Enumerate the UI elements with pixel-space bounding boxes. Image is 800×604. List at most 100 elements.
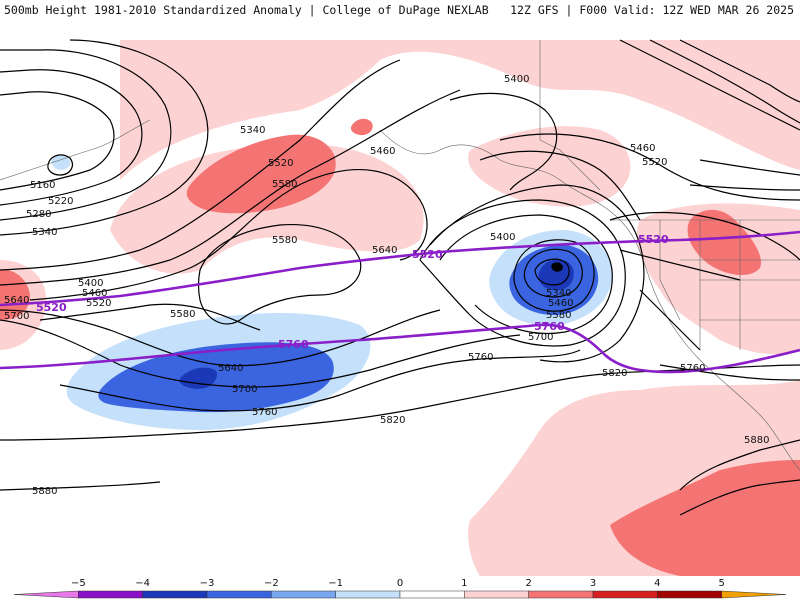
colorbar-segment — [271, 590, 336, 599]
contour-label: 5400 — [504, 74, 529, 85]
colorbar-tick-label: 1 — [461, 578, 467, 589]
colorbar-ticks: −5 −4 −3 −2 −1 0 1 2 3 4 5 — [71, 578, 725, 589]
purple-contour-label: 5520 — [638, 233, 669, 246]
contour-label: 5160 — [30, 180, 55, 191]
contour-label: 5220 — [48, 196, 73, 207]
colorbar-tick-label: −2 — [264, 578, 279, 589]
contour-ne-5 — [689, 184, 800, 191]
anomaly-pos2-aleutian — [186, 134, 336, 214]
contour-ne-4 — [699, 159, 800, 176]
contour-low-5460 — [419, 199, 626, 347]
contour-label: 5760 — [680, 363, 705, 374]
contour-label: 5700 — [528, 332, 553, 343]
colorbar-segment — [78, 590, 143, 599]
contour-5640-east — [619, 249, 741, 281]
contour-label: 5580 — [170, 309, 195, 320]
colorbar-segment — [335, 590, 401, 599]
anomaly-pos2-nevada — [687, 209, 761, 276]
contour-low-ring3 — [513, 239, 595, 312]
anomaly-map: 5400 5340 5460 5520 5580 5160 5220 5280 … — [0, 39, 800, 576]
contour-east-5460 — [479, 150, 641, 221]
header-title: 500mb Height 1981-2010 Standardized Anom… — [4, 3, 489, 17]
contour-5880-west — [0, 481, 161, 491]
contour-label: 5520 — [86, 298, 111, 309]
contour-label: 5640 — [218, 363, 243, 374]
colorbar-tick-label: 3 — [590, 578, 596, 589]
purple-contour-label: 5520 — [36, 301, 67, 314]
header-model-run: 12Z GFS | F000 Valid: 12Z WED MAR 26 202… — [510, 3, 794, 17]
contour-label: 5460 — [82, 288, 107, 299]
contour-label: 5340 — [32, 227, 57, 238]
colorbar-segment — [528, 590, 594, 599]
colorbar-tick-label: 5 — [718, 578, 724, 589]
contour-label: 5880 — [744, 435, 769, 446]
colorbar-segment — [399, 590, 465, 599]
colorbar-segments — [13, 590, 787, 599]
contour-label: 5460 — [370, 146, 395, 157]
purple-contour-label: 5760 — [278, 338, 309, 351]
contour-label: 5340 — [240, 125, 265, 136]
low-center-marker — [551, 262, 563, 272]
contour-label: 5760 — [468, 352, 493, 363]
contour-low-ring1 — [534, 258, 570, 286]
contour-5340-west — [0, 39, 209, 236]
contour-low-5400 — [439, 214, 613, 335]
purple-contour-label: 5760 — [534, 320, 565, 333]
contour-label: 5580 — [272, 235, 297, 246]
contour-5820-mid — [0, 364, 800, 441]
contour-5880-mexico-low — [679, 479, 800, 516]
contour-5760-west — [59, 349, 581, 412]
colorbar-tick-label: −1 — [328, 578, 343, 589]
colorbar-segment — [592, 590, 658, 599]
contour-label: 5640 — [372, 245, 397, 256]
contour-5640 — [0, 309, 441, 367]
anomaly-pos1-alaska — [120, 40, 800, 180]
contour-5460-west — [0, 89, 461, 286]
colorbar-tick-label: −3 — [200, 578, 215, 589]
contour-5700-east — [639, 289, 701, 351]
contour-label: 5400 — [490, 232, 515, 243]
colorbar-tick-label: −4 — [135, 578, 150, 589]
colorbar-segment — [206, 590, 272, 599]
contour-label: 5820 — [602, 368, 627, 379]
colorbar: −5 −4 −3 −2 −1 0 1 2 3 4 5 — [0, 576, 800, 600]
colorbar-tick-label: 0 — [397, 578, 403, 589]
colorbar-tick-label: 2 — [525, 578, 531, 589]
contour-label: 5460 — [630, 143, 655, 154]
colorbar-segment — [721, 590, 787, 599]
contour-label: 5580 — [272, 179, 297, 190]
contour-ne-3 — [679, 39, 800, 103]
contour-5580-east — [609, 211, 800, 261]
contour-5160 — [0, 91, 115, 191]
contour-label: 5460 — [548, 298, 573, 309]
colorbar-tick-label: −5 — [71, 578, 86, 589]
colorbar-segment — [13, 590, 79, 599]
colorbar-tick-label: 4 — [654, 578, 660, 589]
contour-5400-west — [0, 59, 401, 271]
contour-5760-purple — [0, 323, 800, 374]
contour-label: 5700 — [4, 311, 29, 322]
contour-label: 5280 — [26, 209, 51, 220]
contour-label: 5820 — [380, 415, 405, 426]
contour-label: 5760 — [252, 407, 277, 418]
highlight-contour-labels: 5520 5520 5520 5760 5760 — [36, 233, 669, 351]
contour-5220 — [0, 69, 143, 206]
contour-5700 — [0, 319, 521, 388]
anomaly-pos1-gulf — [468, 126, 631, 207]
contour-5580-west — [39, 303, 261, 331]
positive-anomaly-fills — [0, 40, 800, 576]
anomaly-neg3-low — [538, 259, 574, 291]
colorbar-segment — [142, 590, 208, 599]
contour-ne-1 — [619, 39, 800, 131]
height-contours — [0, 39, 800, 516]
alaska-coast — [379, 129, 800, 471]
contour-east-5400 — [449, 92, 558, 191]
russia-coast — [0, 119, 151, 181]
contour-5520-purple — [0, 230, 800, 307]
contour-label: 5520 — [642, 157, 667, 168]
colorbar-svg: −5 −4 −3 −2 −1 0 1 2 3 4 5 — [13, 578, 787, 599]
colorbar-segment — [657, 590, 722, 599]
contour-label: 5520 — [268, 158, 293, 169]
contour-ne-2 — [649, 39, 800, 124]
contour-label: 5700 — [232, 384, 257, 395]
